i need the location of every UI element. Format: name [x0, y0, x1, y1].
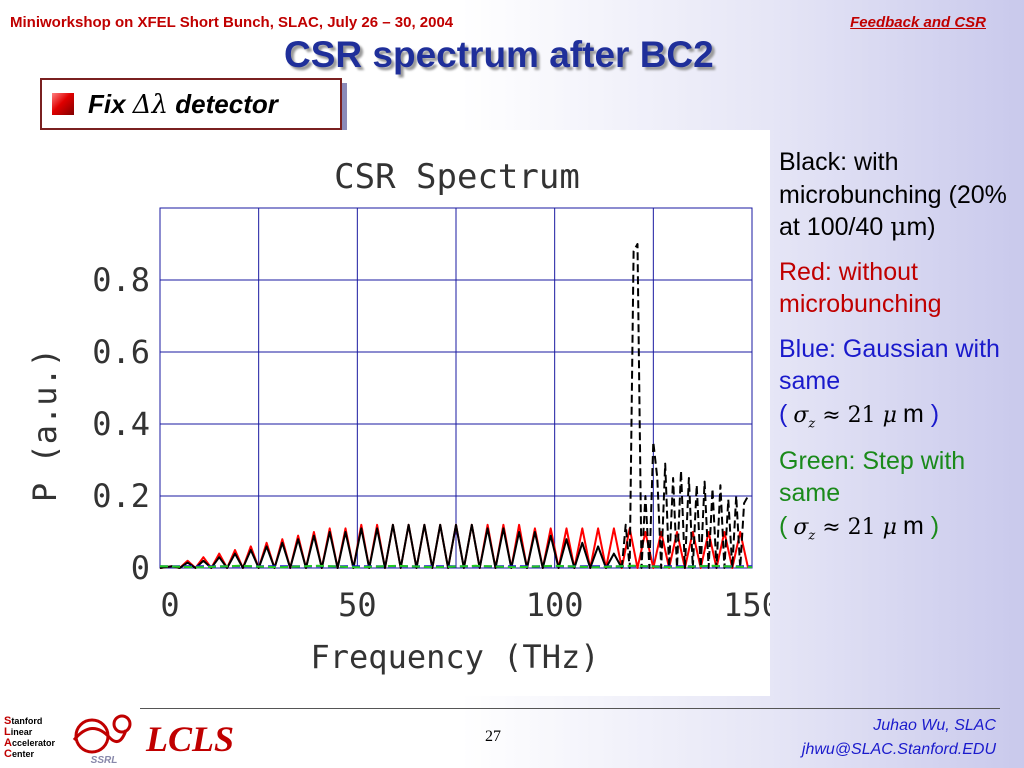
slac-logo-line: Center — [4, 748, 34, 760]
author-name: Juhao Wu, SLAC — [873, 717, 996, 734]
legend-black-text: Black: with microbunching (20% at 100/40 — [779, 148, 1007, 241]
page-number: 27 — [485, 728, 501, 745]
y-tick-label: 0.6 — [92, 333, 150, 371]
sigma-z-formula: σz ≈ 21 μ — [793, 402, 897, 433]
unit: m — [902, 511, 924, 540]
legend-red: Red: without microbunching — [779, 257, 942, 319]
slide-title: CSR spectrum after BC2 — [284, 34, 714, 75]
footer-divider — [140, 708, 1000, 709]
y-tick-label: 0.4 — [92, 405, 150, 443]
mu-symbol: μ — [882, 514, 897, 540]
series-line — [159, 523, 623, 569]
micro-symbol: μ — [890, 212, 907, 241]
sigma-subscript: z — [808, 528, 816, 544]
slac-logo: Stanford Linear Accelerator Center — [4, 716, 60, 766]
approx-value: ≈ 21 — [822, 514, 876, 540]
legend-green-close: ) — [930, 511, 940, 540]
workshop-header: Miniworkshop on XFEL Short Bunch, SLAC, … — [10, 14, 454, 31]
approx-value: ≈ 21 — [822, 402, 876, 428]
slac-logo-line: Accelerator — [4, 737, 55, 749]
y-tick-label: 0.8 — [92, 261, 150, 299]
sigma-symbol: σ — [793, 402, 809, 428]
section-link[interactable]: Feedback and CSR — [850, 14, 986, 31]
x-tick-label: 50 — [338, 586, 377, 624]
bullet-suffix: detector — [168, 88, 278, 119]
ssrl-logo-icon: SSRL — [72, 714, 132, 766]
x-tick-label: 0 — [160, 586, 179, 624]
unit: m — [902, 399, 924, 428]
legend-blue-text: Blue: Gaussian with same — [779, 334, 1000, 396]
mu-symbol: μ — [882, 402, 897, 428]
legend: Black: with microbunching (20% at 100/40… — [779, 146, 1019, 557]
legend-green-text: Green: Step with same — [779, 446, 966, 508]
sigma-z-formula: σz ≈ 21 μ — [793, 514, 897, 545]
author-block: Juhao Wu, SLAC jhwu@SLAC.Stanford.EDU — [802, 714, 996, 762]
x-tick-label: 100 — [526, 586, 584, 624]
csr-spectrum-chart: CSR Spectrum 0 50 100 150 0 0.2 0.4 0.6 0.8 Freq… — [26, 157, 770, 676]
series-line — [620, 243, 749, 569]
bullet-box: Fix Δλ detector — [40, 78, 342, 130]
sigma-subscript: z — [808, 415, 816, 431]
legend-blue-open: ( — [779, 399, 788, 428]
series-layer — [159, 243, 753, 569]
legend-green-open: ( — [779, 511, 788, 540]
legend-black-tail: m) — [906, 213, 936, 241]
slac-logo-line: Linear — [4, 726, 33, 738]
legend-black: Black: with microbunching (20% at 100/40… — [779, 146, 1019, 244]
plot-panel: CSR Spectrum 0 50 100 150 0 0.2 0.4 0.6 0.8 Freq… — [0, 130, 770, 696]
bullet-text: Fix Δλ detector — [88, 89, 278, 120]
delta-lambda-symbol: Δλ — [132, 89, 169, 120]
legend-blue-close: ) — [930, 399, 940, 428]
y-tick-label: 0.2 — [92, 477, 150, 515]
bullet-prefix: Fix — [88, 88, 133, 119]
x-tick-label: 150 — [723, 586, 770, 624]
sigma-symbol: σ — [793, 514, 809, 540]
square-bullet-icon — [52, 93, 74, 115]
x-axis-label: Frequency (THz) — [311, 638, 600, 676]
series-line — [159, 564, 753, 569]
ssrl-logo-text: SSRL — [91, 755, 118, 766]
author-email[interactable]: jhwu@SLAC.Stanford.EDU — [801, 741, 996, 758]
grid-layer — [160, 208, 752, 568]
plot-frame — [159, 207, 753, 569]
y-axis-label: P (a.u.) — [26, 348, 64, 502]
lcls-logo: LCLS — [146, 719, 235, 759]
chart-title: CSR Spectrum — [334, 157, 580, 197]
slac-logo-line: Stanford — [4, 715, 43, 727]
y-tick-label: 0 — [131, 549, 150, 587]
tick-layer: 0 50 100 150 0 0.2 0.4 0.6 0.8 — [92, 261, 770, 624]
